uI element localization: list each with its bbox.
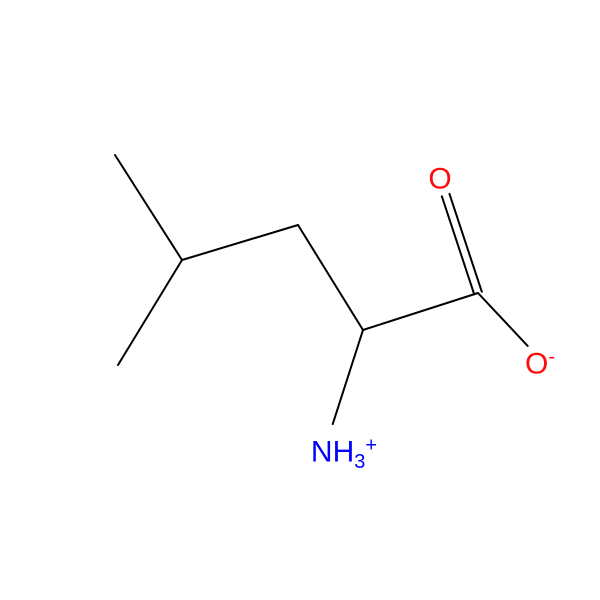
- atom-O1: O: [428, 163, 451, 196]
- atom-N: NH3+: [311, 435, 377, 474]
- bond: [115, 155, 182, 260]
- bond: [442, 196, 474, 294]
- bond: [118, 260, 182, 365]
- bond: [333, 330, 363, 424]
- svg-text:O: O: [428, 163, 451, 196]
- svg-text:NH3+: NH3+: [311, 435, 377, 474]
- bond: [298, 225, 363, 330]
- molecule-diagram: O O- NH3+: [0, 0, 600, 600]
- atom-O2: O-: [525, 346, 555, 381]
- bond: [182, 225, 298, 260]
- bond: [478, 293, 528, 346]
- bond: [363, 293, 478, 330]
- bond: [449, 194, 481, 292]
- svg-text:O-: O-: [525, 346, 555, 381]
